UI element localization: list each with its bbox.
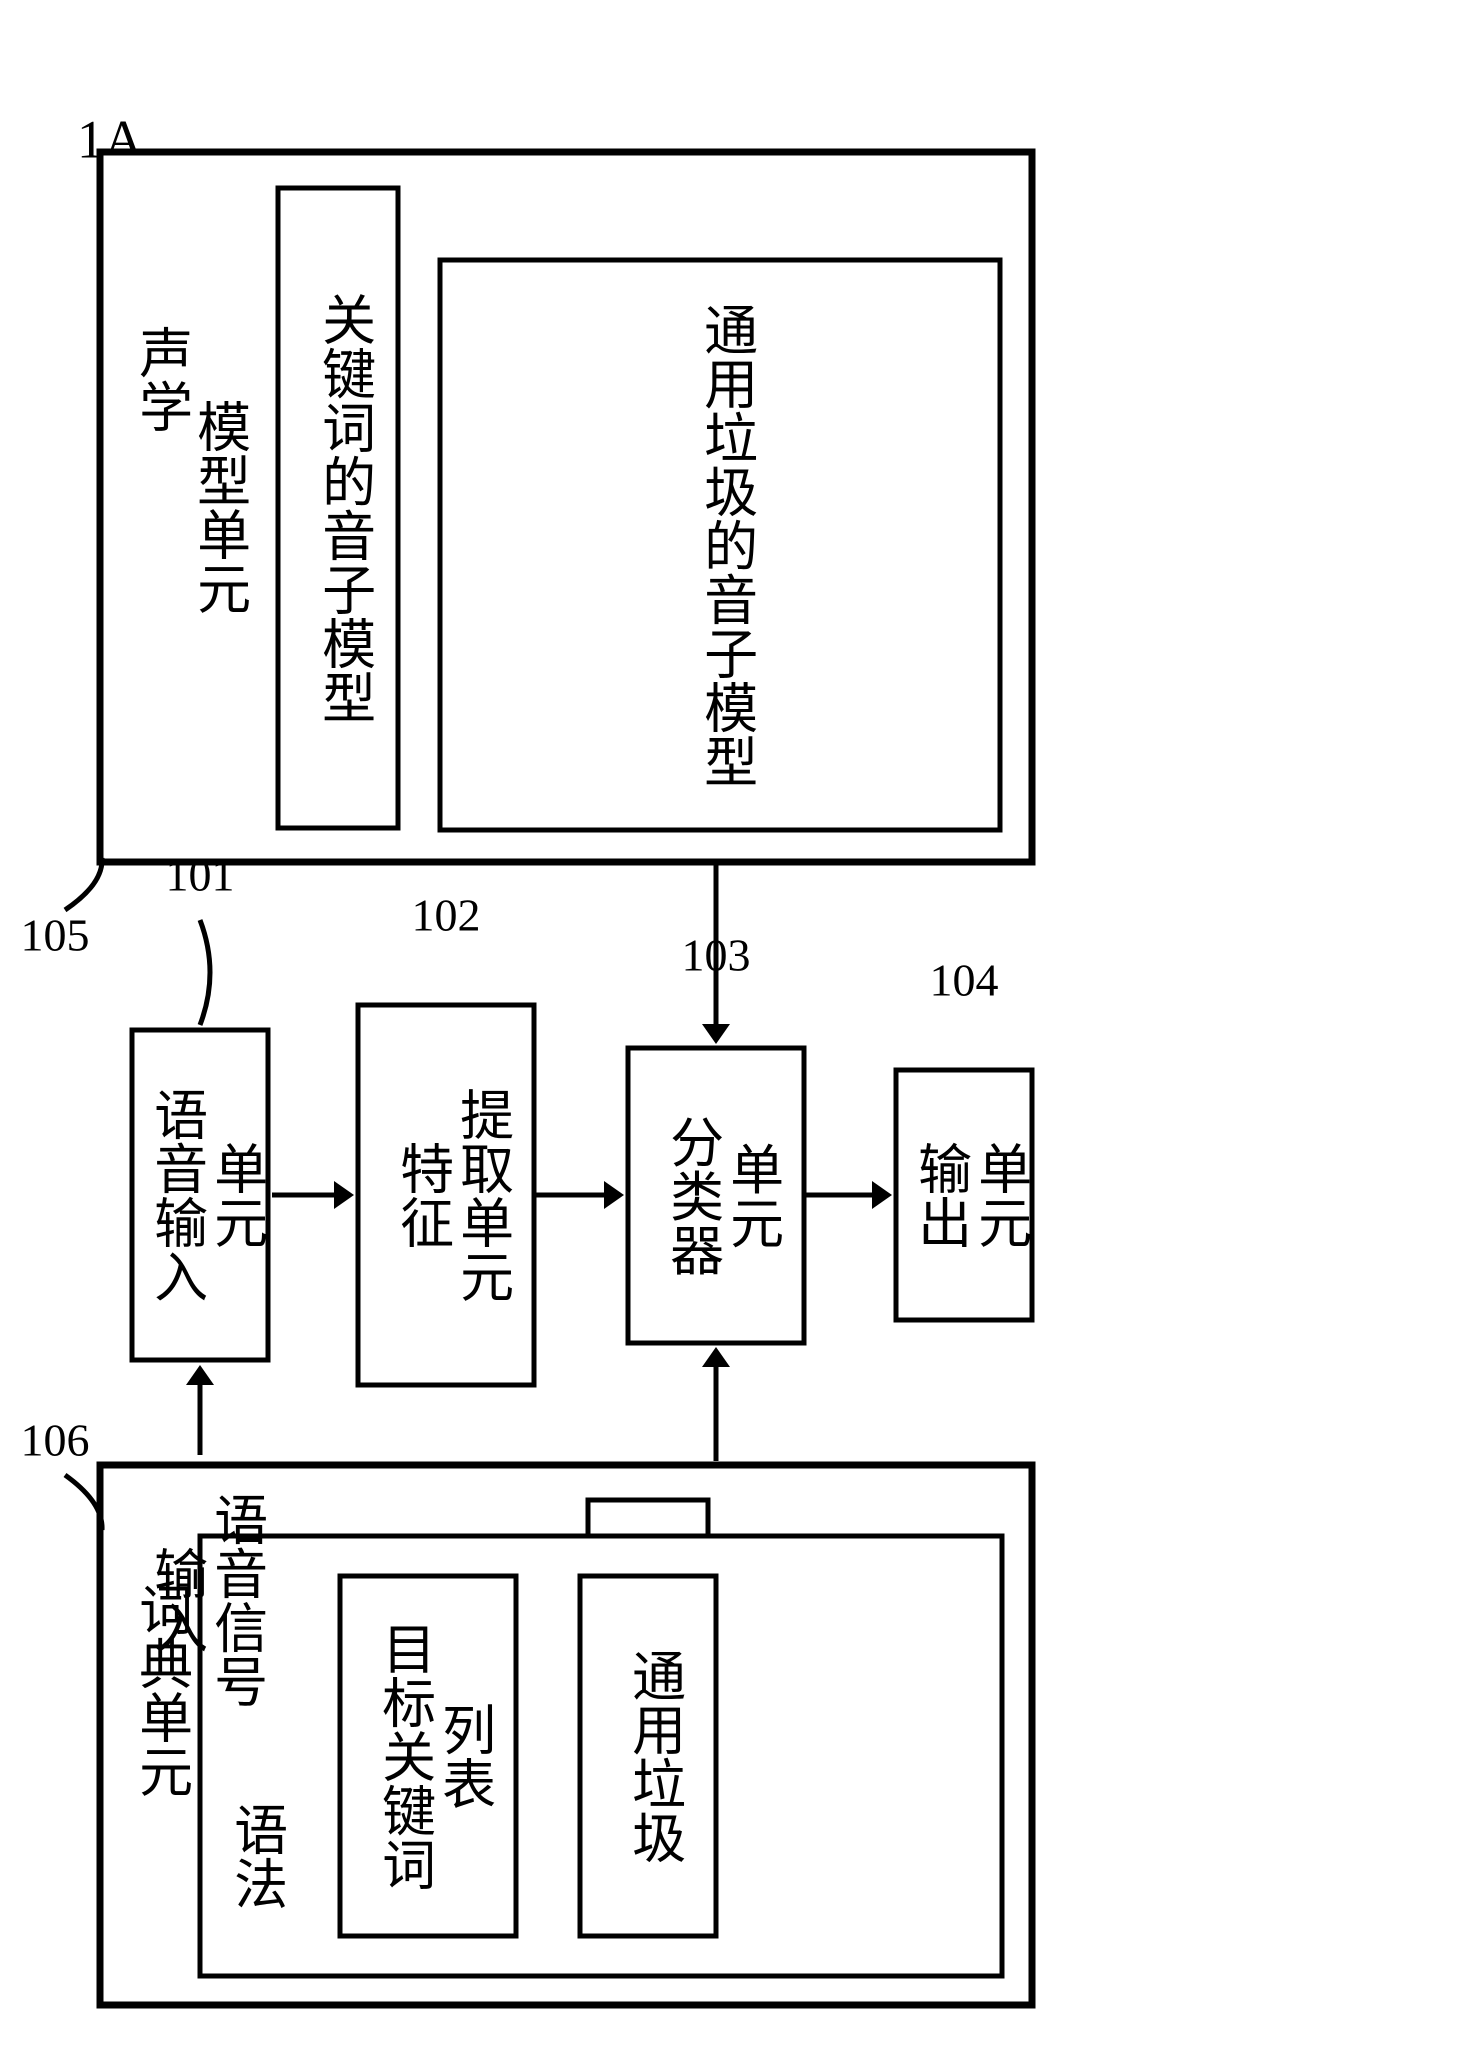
feature-extract-unit-label-1: 特征 [392, 1141, 453, 1249]
ref-104: 104 [930, 955, 999, 1006]
classifier-unit-label-2: 单元 [722, 1142, 782, 1250]
acoustic-model-title-2: 模型单元 [189, 399, 250, 615]
general-garbage-label: 通用垃圾 [624, 1648, 685, 1864]
ref-106: 106 [21, 1415, 90, 1466]
diagram-canvas: 1A声学模型单元关键词的音子模型通用垃圾的音子模型105语音输入单元101特征提… [0, 0, 1459, 2050]
output-unit-label-1: 输出 [910, 1141, 970, 1249]
grammar-title: 语法 [226, 1802, 286, 1910]
classifier-unit-label-1: 分类器 [662, 1115, 723, 1277]
feature-extract-unit-label-2: 提取单元 [452, 1087, 513, 1303]
input-signal-label-1: 输入 [146, 1546, 206, 1654]
arrow-102-103-head [604, 1181, 624, 1209]
keyword-phone-model-label: 关键词的音子模型 [314, 292, 375, 724]
ref-105: 105 [21, 910, 90, 961]
callout-106 [65, 1475, 102, 1530]
arrow-106-103-head [702, 1347, 730, 1367]
output-unit-label-2: 单元 [970, 1141, 1030, 1249]
arrow-input-101-head [186, 1365, 214, 1385]
target-keyword-list-label-1: 目标关键词 [374, 1621, 435, 1891]
acoustic-model-title-1: 声学 [131, 325, 192, 433]
speech-input-unit-label-2: 单元 [206, 1141, 266, 1249]
ref-101: 101 [166, 850, 235, 901]
ref-102: 102 [412, 890, 481, 941]
callout-101 [200, 920, 210, 1025]
arrow-101-102-head [334, 1181, 354, 1209]
arrow-103-104-head [872, 1181, 892, 1209]
callout-105 [65, 858, 102, 910]
garbage-phone-model-label: 通用垃圾的音子模型 [696, 302, 757, 788]
input-signal-label-2: 语音信号 [206, 1492, 267, 1708]
speech-input-unit-label-1: 语音输入 [146, 1087, 206, 1303]
arrow-105-103-head [702, 1024, 730, 1044]
target-keyword-list-label-2: 列表 [434, 1702, 495, 1810]
